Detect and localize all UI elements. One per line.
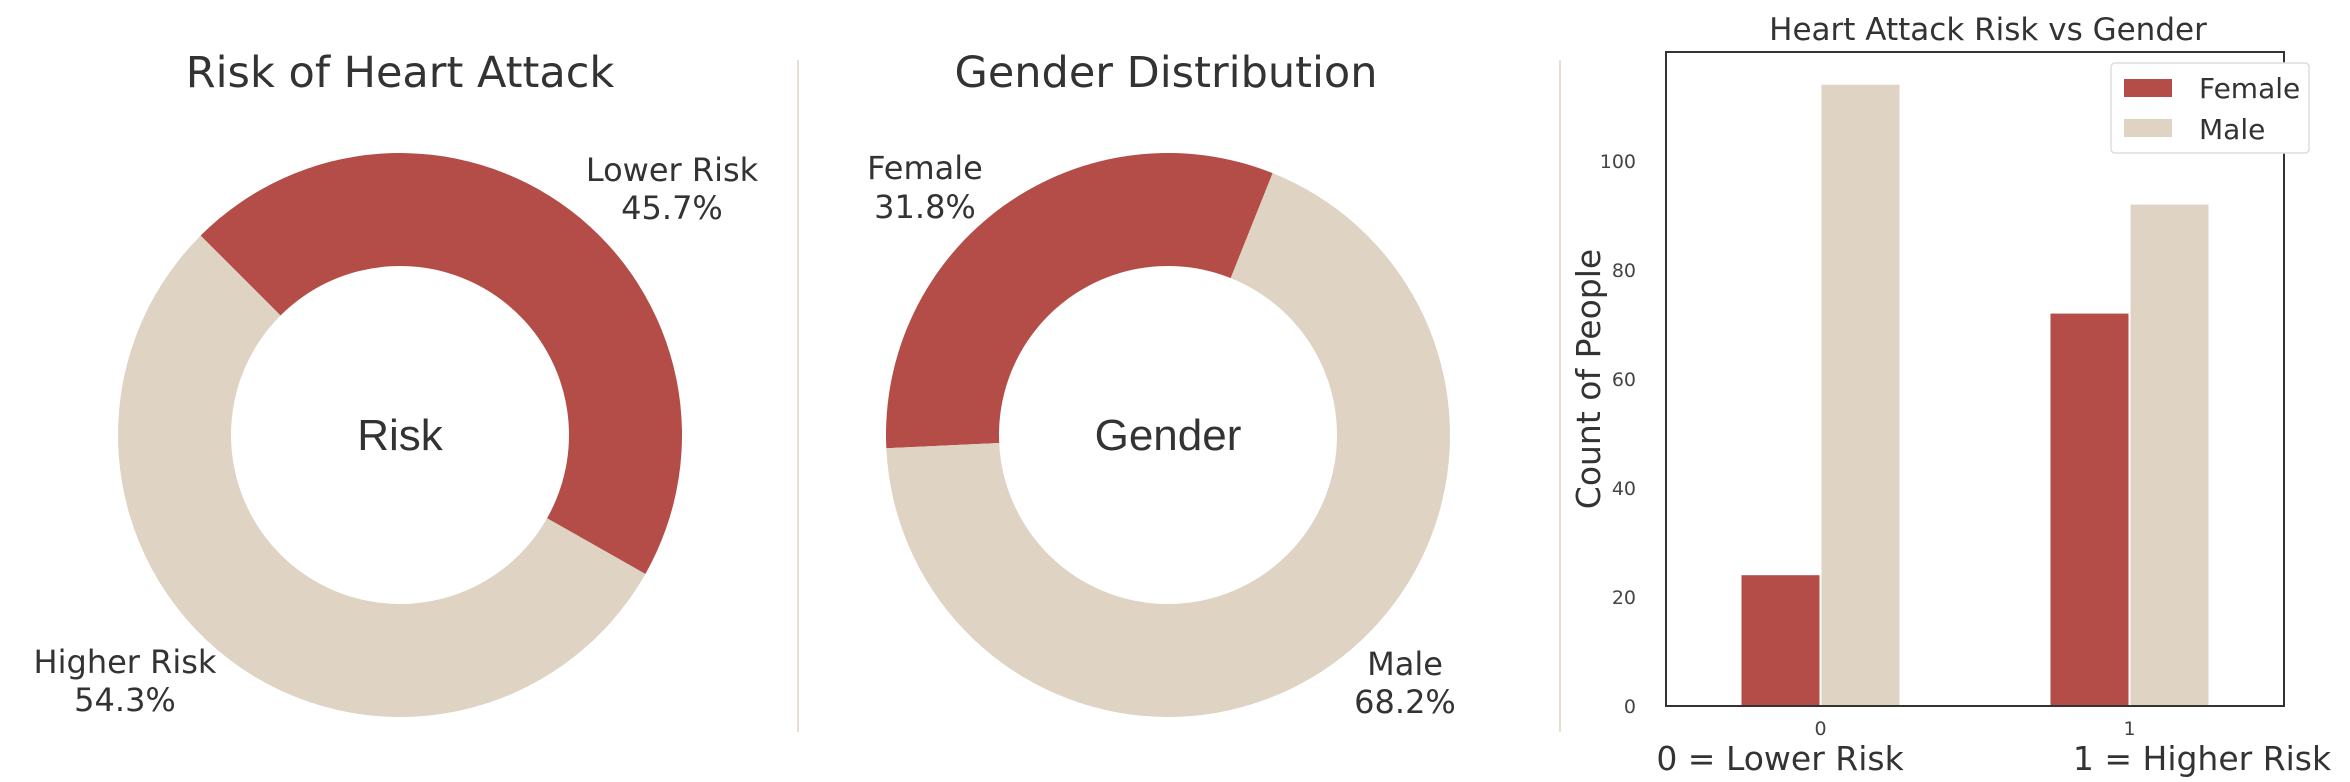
- bar-chart-title: Heart Attack Risk vs Gender: [1769, 12, 2207, 48]
- risk-donut-chart: Risk of Heart Attack Risk Lower Risk 45.…: [34, 48, 759, 719]
- gender-donut-chart: Gender Distribution Gender Female 31.8% …: [867, 48, 1456, 721]
- gender-donut-title: Gender Distribution: [955, 48, 1378, 98]
- y-tick-label: 100: [1600, 151, 1636, 173]
- y-tick-label: 0: [1624, 696, 1636, 718]
- y-tick-label: 20: [1612, 587, 1636, 609]
- y-axis-ticks: 0 20 40 60 80 100: [1600, 151, 1636, 718]
- plot-frame: [1665, 51, 2285, 707]
- donut-slice-female: [886, 153, 1273, 449]
- donut-slice-higher-risk: [118, 235, 646, 717]
- x-tick-label: 0: [1814, 718, 1826, 740]
- bar-female-1: [2050, 313, 2129, 706]
- footnote-higher-risk: 1 = Higher Risk: [2073, 739, 2332, 778]
- gender-donut-center-label: Gender: [1095, 411, 1242, 460]
- y-tick-label: 40: [1612, 478, 1636, 500]
- legend-swatch-male: [2124, 119, 2172, 137]
- donut-slice-lower-risk: [200, 152, 683, 574]
- bar-female-0: [1741, 575, 1820, 706]
- legend: Female Male: [2110, 62, 2310, 154]
- gender-donut-slices: [886, 153, 1450, 717]
- donut-slice-male: [886, 173, 1450, 717]
- risk-donut-slices: [118, 152, 683, 717]
- risk-donut-title: Risk of Heart Attack: [186, 48, 615, 98]
- risk-vs-gender-bar-chart: Heart Attack Risk vs Gender 020406080100…: [1569, 12, 2332, 778]
- bar-male-1: [2130, 204, 2209, 706]
- slice-percent-female: 31.8%: [874, 188, 976, 226]
- legend-label-female: Female: [2199, 72, 2300, 105]
- y-tick-label: 80: [1612, 260, 1636, 282]
- bar-male-0: [1821, 84, 1900, 706]
- slice-label-male: Male: [1367, 645, 1443, 683]
- slice-label-lower-risk: Lower Risk: [586, 151, 759, 189]
- y-axis-label: Count of People: [1569, 249, 1608, 509]
- legend-swatch-female: [2124, 79, 2172, 97]
- y-tick-label: 60: [1612, 369, 1636, 391]
- legend-label-male: Male: [2199, 113, 2265, 146]
- risk-donut-center-label: Risk: [357, 411, 444, 460]
- slice-percent-higher-risk: 54.3%: [74, 681, 176, 719]
- footnote-lower-risk: 0 = Lower Risk: [1656, 739, 1904, 778]
- slice-percent-lower-risk: 45.7%: [621, 189, 723, 227]
- slice-percent-male: 68.2%: [1354, 683, 1456, 721]
- slice-label-higher-risk: Higher Risk: [34, 643, 217, 681]
- slice-label-female: Female: [867, 149, 983, 187]
- bar-marks: [1741, 84, 2209, 706]
- x-tick-label: 1: [2123, 718, 2135, 740]
